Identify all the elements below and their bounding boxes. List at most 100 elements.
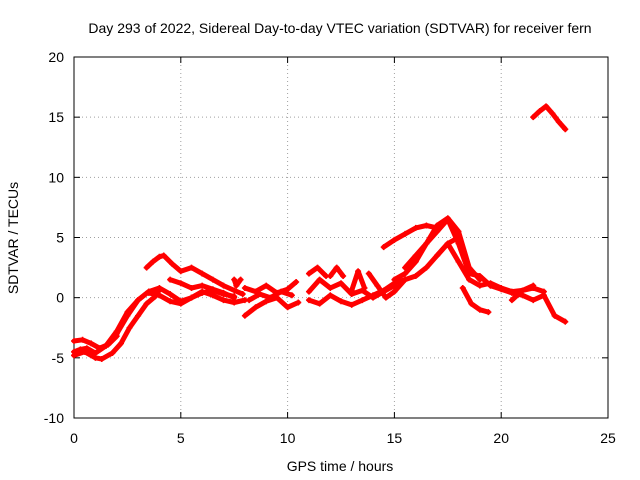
data-series-layer [71, 103, 569, 363]
data-point [284, 304, 291, 311]
data-point [143, 264, 150, 271]
data-point [380, 244, 387, 251]
data-point [135, 297, 142, 304]
data-point [305, 288, 312, 295]
data-point [530, 297, 537, 304]
data-point [348, 287, 355, 294]
data-point [412, 273, 419, 280]
series-band [71, 294, 158, 362]
data-point [402, 276, 409, 283]
data-point [434, 252, 441, 259]
data-point [485, 309, 492, 316]
data-series-track-13 [305, 264, 330, 280]
data-point [391, 288, 398, 295]
data-point [98, 356, 105, 363]
data-series-track-11 [246, 288, 295, 304]
series-band [460, 285, 491, 315]
x-tick-label: 20 [493, 430, 509, 446]
series-band [530, 103, 568, 132]
data-point [327, 285, 334, 292]
data-point [423, 264, 430, 271]
data-series-track-2 [71, 293, 159, 363]
data-point [370, 292, 377, 299]
y-tick-labels: -10 -5 0 5 10 15 20 [44, 49, 64, 426]
data-point [177, 280, 184, 287]
data-point [263, 298, 270, 305]
data-point [316, 300, 323, 307]
data-point [81, 348, 88, 355]
data-point [71, 352, 77, 359]
data-series-track-23 [487, 282, 569, 325]
data-point [256, 291, 263, 298]
y-tick-label: 10 [48, 169, 64, 185]
data-point [177, 268, 184, 275]
data-series-track-14 [327, 264, 347, 280]
data-point [549, 110, 556, 117]
data-point [434, 228, 441, 235]
data-series-track-8 [231, 276, 244, 289]
data-point [278, 288, 285, 295]
data-point [167, 298, 174, 305]
data-point [143, 300, 150, 307]
data-point [295, 299, 302, 306]
data-point [374, 282, 381, 289]
data-point [361, 285, 368, 292]
data-point [231, 287, 238, 294]
data-point [333, 264, 340, 271]
data-point [124, 309, 131, 316]
data-point [455, 240, 462, 247]
x-axis-label: GPS time / hours [287, 458, 394, 474]
data-point [246, 297, 253, 304]
data-point [562, 126, 569, 133]
data-point [530, 282, 537, 289]
data-point [220, 289, 227, 296]
data-series-track-22 [459, 285, 492, 316]
data-point [237, 276, 244, 283]
data-point [199, 288, 206, 295]
y-tick-label: -5 [52, 350, 65, 366]
data-point [498, 286, 505, 293]
data-point [169, 260, 176, 267]
y-tick-label: 5 [56, 230, 64, 246]
grid-layer [74, 57, 608, 418]
data-point [476, 282, 483, 289]
data-point [135, 312, 142, 319]
data-point [459, 285, 466, 292]
data-point [156, 285, 163, 292]
data-point [126, 324, 133, 331]
data-point [71, 337, 77, 344]
data-point [536, 108, 543, 115]
data-point [92, 354, 99, 361]
data-point [199, 270, 206, 277]
data-point [530, 114, 537, 121]
data-point [233, 282, 240, 289]
data-point [551, 312, 558, 319]
y-tick-label: -10 [44, 410, 64, 426]
data-point [391, 236, 398, 243]
data-point [188, 294, 195, 301]
data-point [355, 268, 362, 275]
data-point [382, 294, 389, 301]
data-point [199, 282, 206, 289]
axis-ticks [73, 56, 609, 419]
data-point [562, 318, 569, 325]
x-tick-label: 0 [70, 430, 78, 446]
data-point [220, 297, 227, 304]
data-point [160, 252, 167, 259]
chart-title: Day 293 of 2022, Sidereal Day-to-day VTE… [88, 20, 591, 36]
data-point [412, 224, 419, 231]
data-point [156, 292, 163, 299]
data-point [209, 292, 216, 299]
data-point [508, 289, 515, 296]
data-point [455, 228, 462, 235]
data-point [412, 252, 419, 259]
data-point [239, 291, 246, 298]
data-point [540, 292, 547, 299]
data-series-track-5 [143, 252, 246, 298]
data-point [476, 273, 483, 280]
data-point [231, 294, 238, 301]
data-point [340, 273, 347, 280]
x-tick-label: 25 [600, 430, 616, 446]
y-tick-label: 15 [48, 109, 64, 125]
